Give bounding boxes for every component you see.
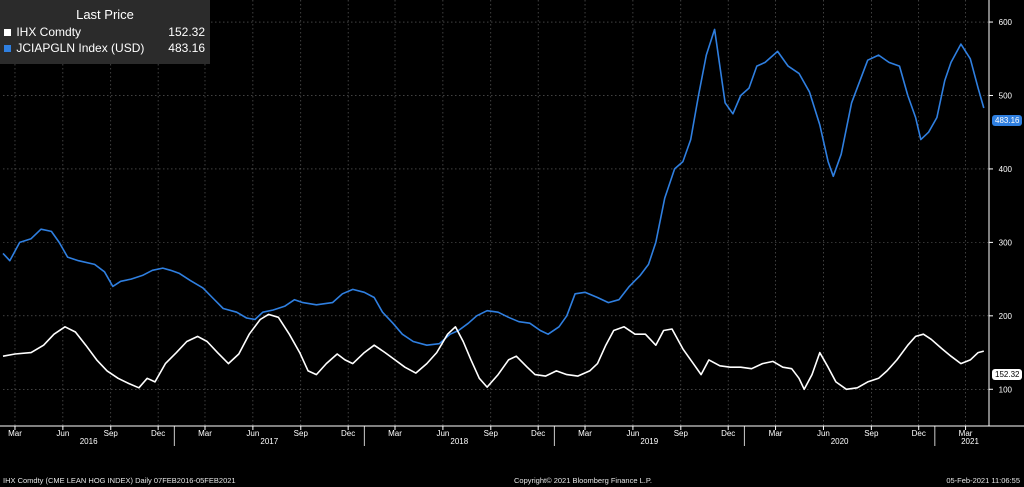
x-tick-label: Jun xyxy=(246,429,259,438)
x-year-label: 2017 xyxy=(260,437,278,446)
x-tick-label: Dec xyxy=(721,429,735,438)
last-value-badge-white: 152.32 xyxy=(992,369,1023,380)
x-tick-label: Dec xyxy=(531,429,545,438)
x-tick-label: Dec xyxy=(151,429,165,438)
x-axis-ticks: Mar Jun Sep Dec Mar Jun Sep Dec Mar Jun Sep Dec Mar J… xyxy=(8,426,979,446)
legend-title: Last Price xyxy=(76,7,134,22)
legend-label: IHX Comdty xyxy=(16,25,82,39)
legend-value: 483.16 xyxy=(168,41,205,55)
x-tick-label: Jun xyxy=(436,429,449,438)
last-value-badge-blue: 483.16 xyxy=(992,115,1023,126)
x-tick-label: Sep xyxy=(484,429,499,438)
y-tick-label: 600 xyxy=(999,18,1013,27)
y-tick-label: 300 xyxy=(999,238,1013,247)
x-tick-label: Dec xyxy=(912,429,926,438)
x-tick-label: Jun xyxy=(56,429,69,438)
footer-timestamp: 05-Feb-2021 11:06:55 xyxy=(946,476,1020,485)
footer-copyright: Copyright© 2021 Bloomberg Finance L.P. xyxy=(514,476,652,485)
x-tick-label: Mar xyxy=(198,429,212,438)
x-tick-label: Mar xyxy=(8,429,22,438)
x-tick-label: Mar xyxy=(769,429,783,438)
y-tick-label: 100 xyxy=(999,385,1013,394)
legend-swatch-white xyxy=(4,29,11,36)
x-tick-label: Sep xyxy=(104,429,119,438)
x-tick-label: Sep xyxy=(294,429,309,438)
legend-swatch-blue xyxy=(4,45,11,52)
series-line-ihx xyxy=(2,313,985,391)
x-tick-label: Dec xyxy=(341,429,355,438)
x-year-label: 2016 xyxy=(80,437,98,446)
legend-item-jciapgln: JCIAPGLN Index (USD) 483.16 xyxy=(0,40,210,56)
x-year-label: 2021 xyxy=(961,437,979,446)
x-tick-label: Mar xyxy=(388,429,402,438)
series-line-jciapgln xyxy=(2,28,985,347)
x-tick-label: Sep xyxy=(674,429,689,438)
legend-item-ihx: IHX Comdty 152.32 xyxy=(0,24,210,40)
x-tick-label: Sep xyxy=(864,429,879,438)
footer-source: IHX Comdty (CME LEAN HOG INDEX) Daily 07… xyxy=(3,476,236,485)
x-year-label: 2019 xyxy=(640,437,658,446)
x-year-label: 2020 xyxy=(831,437,849,446)
legend-label: JCIAPGLN Index (USD) xyxy=(16,41,145,55)
legend-value: 152.32 xyxy=(168,25,205,39)
x-tick-label: Mar xyxy=(578,429,592,438)
x-tick-label: Jun xyxy=(817,429,830,438)
y-tick-label: 500 xyxy=(999,91,1013,100)
series-lines xyxy=(2,28,985,391)
legend-box: Last Price IHX Comdty 152.32 JCIAPGLN In… xyxy=(0,0,210,64)
x-year-label: 2018 xyxy=(450,437,468,446)
grid-lines xyxy=(3,0,989,426)
x-tick-label: Jun xyxy=(626,429,639,438)
y-axis-ticks: 100 200 300 400 500 600 xyxy=(989,18,1013,394)
x-tick-label: Mar xyxy=(959,429,973,438)
y-tick-label: 400 xyxy=(999,165,1013,174)
y-tick-label: 200 xyxy=(999,312,1013,321)
